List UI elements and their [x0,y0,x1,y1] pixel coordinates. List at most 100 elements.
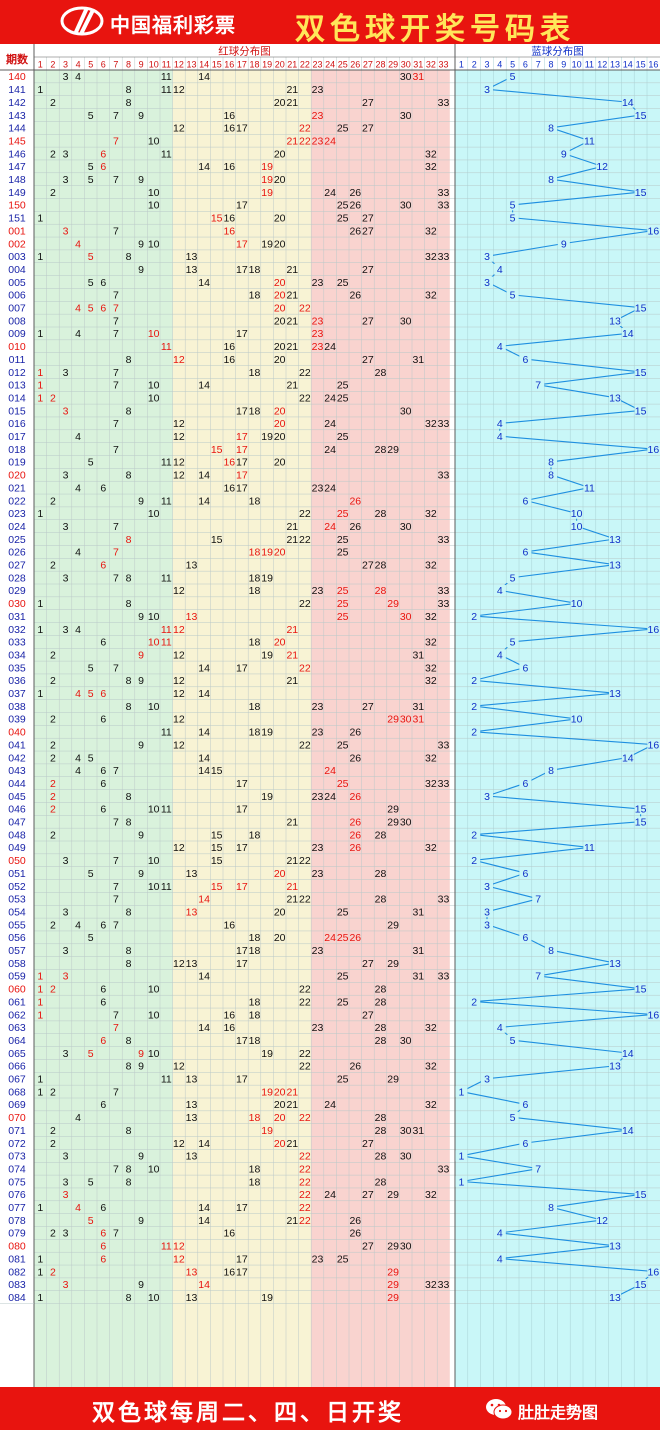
red-column-header: 31 [413,60,423,70]
red-ball-number: 29 [387,958,399,970]
blue-ball-marker [493,1021,506,1033]
issue-number: 074 [8,1163,26,1175]
red-ball-number: 11 [161,727,172,739]
red-ball-number: 5 [88,752,94,764]
red-ball-number: 13 [186,1112,198,1124]
red-ball-number: 25 [337,534,349,546]
red-ball-number: 25 [337,380,349,392]
red-ball-number: 23 [312,1022,324,1034]
red-ball-number: 27 [362,264,374,276]
blue-ball-marker [647,1266,660,1277]
red-ball-number: 2 [50,984,56,996]
red-ball-number: 2 [50,919,56,931]
red-ball-number: 6 [100,1202,106,1214]
red-ball-number: 28 [375,1151,387,1163]
red-ball-number: 33 [438,585,450,597]
red-ball-number: 32 [425,637,437,649]
red-ball-number: 6 [100,804,106,816]
red-ball-number: 26 [349,752,361,764]
red-ball-number: 10 [148,1048,160,1060]
red-column-header: 32 [426,60,436,70]
blue-ball-number: 15 [635,817,647,829]
issue-number: 037 [8,688,26,700]
red-ball-number: 18 [249,1163,261,1175]
blue-ball-marker [634,366,647,378]
red-ball-number: 6 [100,637,106,649]
issue-number: 056 [8,932,26,944]
red-ball-number: 24 [324,482,336,494]
red-ball-number: 10 [148,984,160,996]
red-ball-number: 17 [236,444,248,456]
red-ball-number: 17 [236,470,248,482]
issue-number: 147 [8,161,26,173]
issue-number: 050 [8,855,26,867]
red-ball-number: 4 [75,624,81,636]
blue-ball-number: 5 [510,290,516,302]
red-ball-number: 28 [375,984,387,996]
red-ball-number: 28 [375,868,387,880]
red-ball-number: 15 [211,829,223,841]
red-ball-number: 27 [362,701,374,713]
red-ball-number: 26 [349,200,361,212]
red-ball-number: 19 [261,187,273,199]
red-ball-number: 29 [387,1266,399,1278]
red-ball-number: 27 [362,1138,374,1150]
issue-number: 048 [8,829,26,841]
red-column-header: 22 [300,60,310,70]
red-ball-number: 14 [198,688,210,700]
issue-number: 004 [8,264,26,276]
blue-ball-number: 3 [484,1074,490,1086]
red-ball-number: 29 [387,444,399,456]
red-ball-number: 1 [37,251,43,263]
red-ball-number: 28 [375,560,387,572]
red-ball-number: 30 [400,71,412,83]
issue-number: 082 [8,1266,26,1278]
red-ball-number: 18 [249,367,261,379]
issue-number: 019 [8,457,26,469]
blue-ball-marker [468,854,481,866]
red-ball-number: 18 [249,996,261,1008]
red-ball-number: 12 [173,84,185,96]
red-ball-number: 1 [37,213,43,225]
blue-ball-marker [583,135,596,147]
red-ball-number: 22 [299,508,311,520]
red-ball-number: 21 [286,649,298,661]
blue-ball-marker [493,430,506,442]
red-ball-number: 17 [236,264,248,276]
issue-number: 061 [8,996,26,1008]
red-ball-number: 25 [337,213,349,225]
issue-number: 083 [8,1279,26,1291]
red-ball-number: 5 [88,932,94,944]
red-ball-number: 12 [173,624,185,636]
red-ball-number: 26 [349,1215,361,1227]
red-ball-number: 32 [425,1022,437,1034]
blue-ball-marker [481,276,493,288]
red-ball-number: 26 [349,1228,361,1240]
red-column-header: 20 [275,60,285,70]
red-ball-number: 29 [387,1074,399,1086]
red-ball-number: 11 [161,71,172,83]
red-ball-number: 14 [198,1022,210,1034]
red-ball-number: 28 [375,585,387,597]
red-ball-number: 4 [75,1112,81,1124]
red-ball-number: 21 [286,84,298,96]
issue-number: 066 [8,1061,26,1073]
issue-number: 084 [8,1292,26,1304]
blue-ball-marker [468,610,481,622]
red-ball-number: 17 [236,958,248,970]
red-column-header: 26 [350,60,360,70]
red-ball-number: 6 [100,714,106,726]
blue-ball-number: 2 [471,996,477,1008]
blue-ball-number: 7 [535,380,541,392]
blue-ball-number: 15 [635,367,647,379]
red-column-header: 27 [363,60,373,70]
red-ball-number: 12 [173,470,185,482]
red-ball-number: 10 [148,637,160,649]
red-ball-number: 31 [412,906,424,918]
blue-ball-number: 5 [510,637,516,649]
red-ball-number: 7 [113,662,119,674]
red-ball-number: 22 [299,123,311,135]
issue-number: 049 [8,842,26,854]
red-ball-number: 21 [286,881,298,893]
blue-ball-marker [519,777,532,789]
